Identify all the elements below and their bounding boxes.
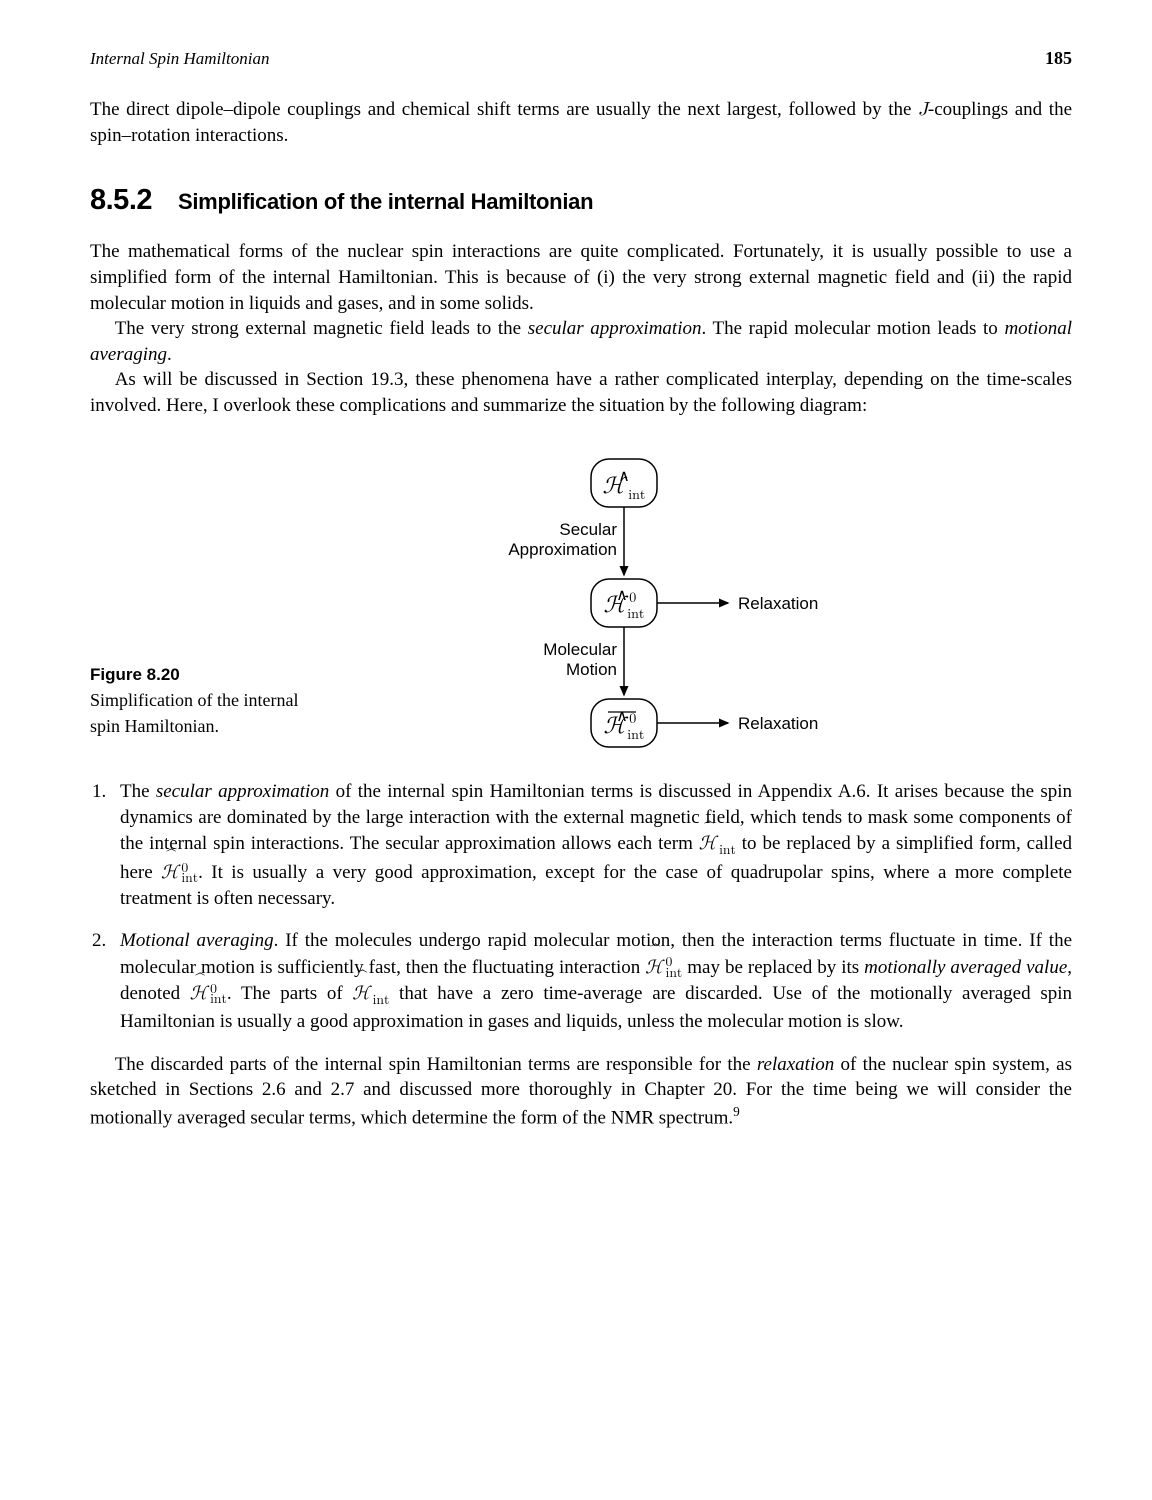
li2-sym1: ℋ0int (645, 958, 682, 977)
figure-number: Figure 8.20 (90, 663, 305, 687)
section-number: 8.5.2 (90, 184, 152, 217)
li2-em2: motionally averaged value (864, 957, 1067, 978)
list-item-1: The secular approximation of the interna… (90, 779, 1072, 913)
numbered-list: The secular approximation of the interna… (90, 779, 1072, 1036)
para-2-pre: The very strong external magnetic field … (115, 318, 528, 339)
closing-pre: The discarded parts of the internal spin… (115, 1054, 757, 1075)
li2-t4: . The parts of (227, 983, 353, 1004)
figure-caption: Figure 8.20 Simplification of the intern… (90, 663, 305, 749)
figure-caption-text: Simplification of the internal spin Hami… (90, 690, 298, 735)
label-relax-1: Relaxation (738, 594, 818, 613)
intro-paragraph: The direct dipole–dipole couplings and c… (90, 97, 1072, 148)
intro-j: J (918, 100, 928, 119)
label-molecular-2: Motion (565, 660, 616, 679)
hamiltonian-diagram-svg: ∧ ℋint Secular Approximation ∧ ℋ0int Rel… (474, 449, 904, 749)
li2-t2: may be replaced by its (682, 957, 864, 978)
para-2: The very strong external magnetic field … (90, 316, 1072, 367)
para-2-mid: . The rapid molecular motion leads to (701, 318, 1004, 339)
li2-em1: Motional averaging (120, 930, 274, 951)
li1-sym1: ℋint (699, 834, 736, 853)
para-2-em1: secular approximation (528, 318, 702, 339)
intro-text-1: The direct dipole–dipole couplings and c… (90, 99, 918, 120)
section-heading: 8.5.2 Simplification of the internal Ham… (90, 184, 1072, 217)
footnote-marker: 9 (733, 1104, 740, 1119)
label-secular-1: Secular (559, 520, 617, 539)
figure-row: Figure 8.20 Simplification of the intern… (90, 449, 1072, 749)
li1-em1: secular approximation (156, 781, 329, 802)
label-secular-2: Approximation (508, 540, 617, 559)
li1-t3: . It is usually a very good approximatio… (120, 862, 1072, 909)
li2-sym2: ℋ0int (190, 984, 227, 1003)
figure-diagram: ∧ ℋint Secular Approximation ∧ ℋ0int Rel… (305, 449, 1072, 749)
closing-em: relaxation (757, 1054, 834, 1075)
label-molecular-1: Molecular (543, 640, 617, 659)
running-head-title: Internal Spin Hamiltonian (90, 49, 269, 69)
label-relax-2: Relaxation (738, 714, 818, 733)
para-3: As will be discussed in Section 19.3, th… (90, 367, 1072, 418)
para-2-end: . (167, 344, 172, 365)
li1-pre: The (120, 781, 156, 802)
running-head: Internal Spin Hamiltonian 185 (90, 48, 1072, 69)
li2-sym3: ℋint (352, 984, 389, 1003)
li1-sym2: ℋ0int (161, 863, 198, 882)
list-item-2: Motional averaging. If the molecules und… (90, 928, 1072, 1035)
page-number: 185 (1045, 48, 1072, 69)
para-1: The mathematical forms of the nuclear sp… (90, 239, 1072, 316)
section-title: Simplification of the internal Hamiltoni… (178, 189, 593, 215)
closing-paragraph: The discarded parts of the internal spin… (90, 1052, 1072, 1131)
